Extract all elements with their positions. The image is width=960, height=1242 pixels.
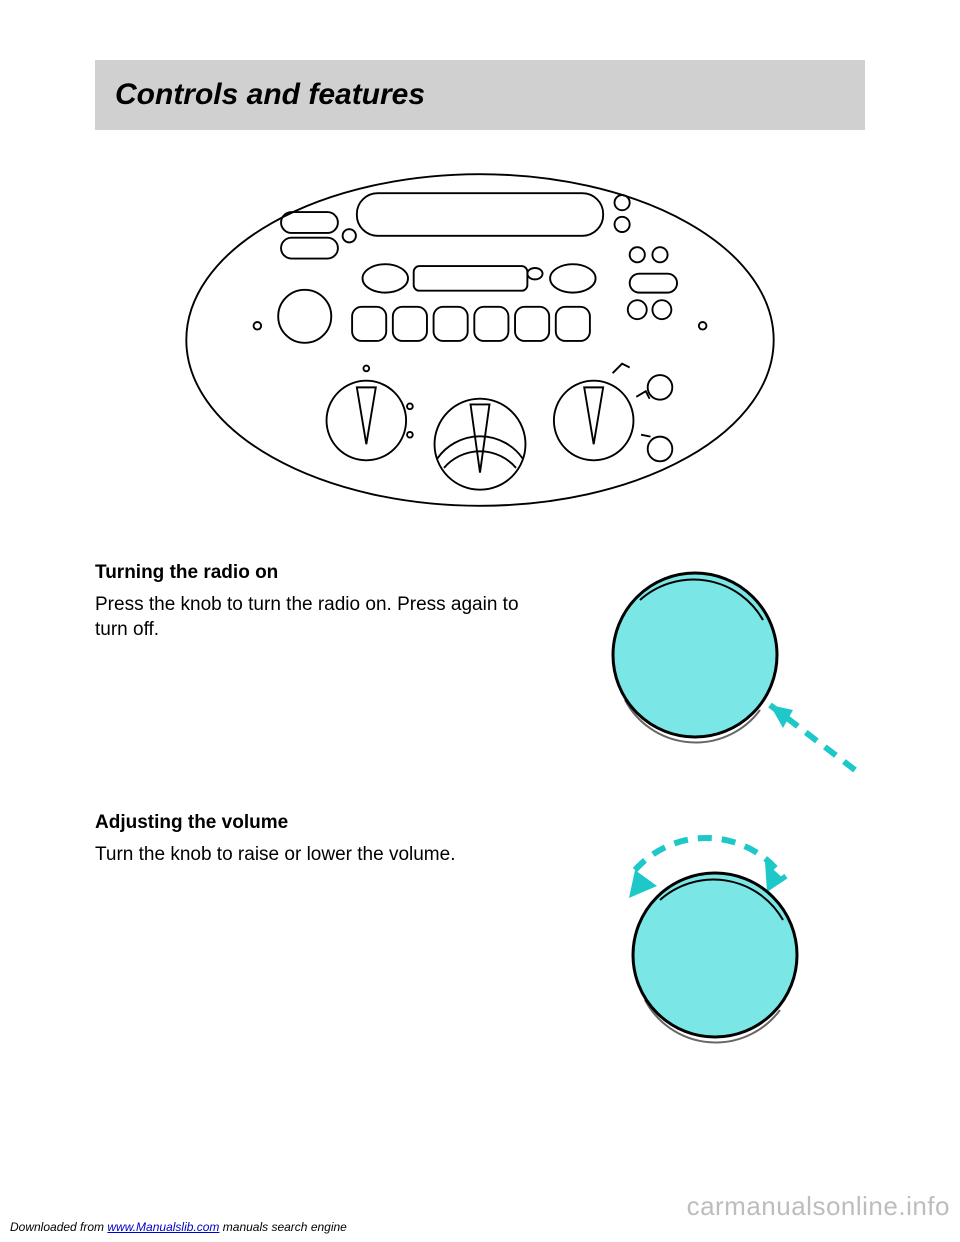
volume-body: Turn the knob to raise or lower the volu…	[95, 842, 535, 868]
volume-knob-diagram	[565, 810, 865, 1050]
power-heading: Turning the radio on	[95, 562, 278, 583]
volume-text-block: Adjusting the volume Turn the knob to ra…	[95, 810, 535, 1050]
radio-panel-diagram	[160, 160, 800, 520]
footer-prefix: Downloaded from	[10, 1220, 107, 1234]
power-text-block: Turning the radio on Press the knob to t…	[95, 560, 535, 780]
power-body: Press the knob to turn the radio on. Pre…	[95, 592, 535, 643]
volume-heading: Adjusting the volume	[95, 812, 288, 833]
section-header: Controls and features	[95, 60, 865, 130]
footer-link[interactable]: www.Manualslib.com	[107, 1220, 219, 1234]
download-footer: Downloaded from www.Manualslib.com manua…	[10, 1220, 347, 1234]
footer-suffix: manuals search engine	[219, 1220, 346, 1234]
page-title: Controls and features	[115, 78, 425, 111]
power-knob-diagram	[565, 560, 865, 780]
watermark-text: carmanualsonline.info	[687, 1191, 950, 1222]
